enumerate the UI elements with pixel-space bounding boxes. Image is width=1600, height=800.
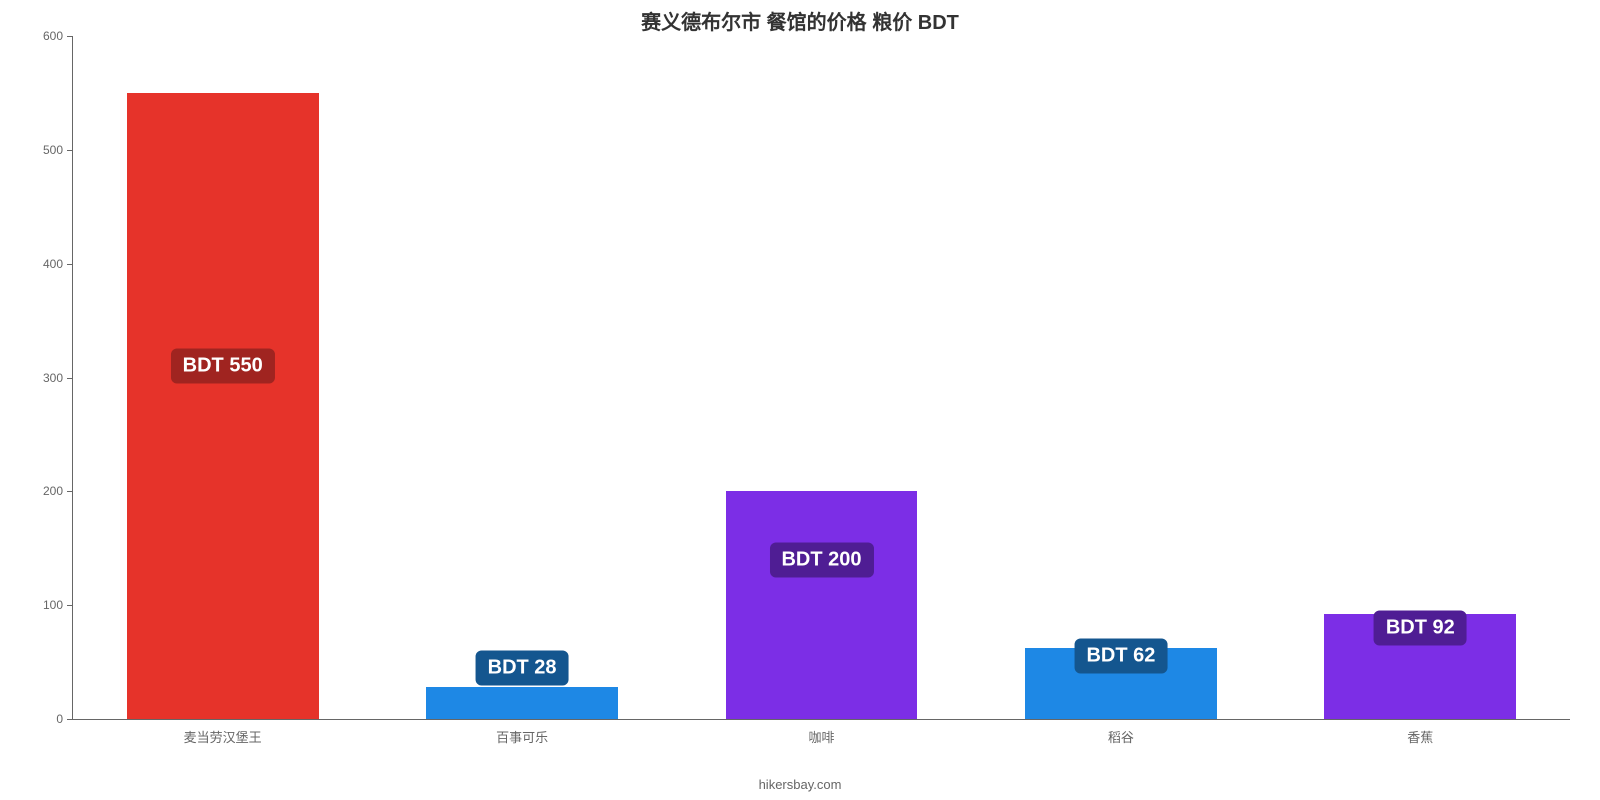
value-badge: BDT 550: [171, 349, 275, 384]
y-tick-label: 400: [43, 257, 63, 271]
attribution-text: hikersbay.com: [0, 777, 1600, 792]
y-tick: [67, 491, 73, 492]
y-tick-label: 100: [43, 598, 63, 612]
y-tick: [67, 36, 73, 37]
bar: [726, 491, 918, 719]
value-badge: BDT 200: [769, 542, 873, 577]
y-tick-label: 500: [43, 143, 63, 157]
bar: [127, 93, 319, 719]
y-tick: [67, 719, 73, 720]
chart-title: 赛义德布尔市 餐馆的价格 粮价 BDT: [0, 6, 1600, 35]
y-tick-label: 600: [43, 29, 63, 43]
plot-area: 0100200300400500600麦当劳汉堡王BDT 550百事可乐BDT …: [72, 36, 1570, 720]
bar: [426, 687, 618, 719]
y-tick-label: 300: [43, 371, 63, 385]
y-tick: [67, 378, 73, 379]
y-tick: [67, 264, 73, 265]
x-tick-label: 香蕉: [1407, 727, 1433, 746]
y-tick-label: 200: [43, 484, 63, 498]
x-tick-label: 百事可乐: [496, 727, 548, 746]
y-tick: [67, 150, 73, 151]
x-tick-label: 稻谷: [1108, 727, 1134, 746]
price-bar-chart: 赛义德布尔市 餐馆的价格 粮价 BDT 0100200300400500600麦…: [0, 0, 1600, 800]
y-tick-label: 0: [56, 712, 63, 726]
x-tick-label: 麦当劳汉堡王: [184, 727, 262, 746]
y-tick: [67, 605, 73, 606]
x-tick-label: 咖啡: [808, 727, 834, 746]
value-badge: BDT 62: [1074, 639, 1167, 674]
value-badge: BDT 92: [1374, 610, 1467, 645]
value-badge: BDT 28: [476, 650, 569, 685]
